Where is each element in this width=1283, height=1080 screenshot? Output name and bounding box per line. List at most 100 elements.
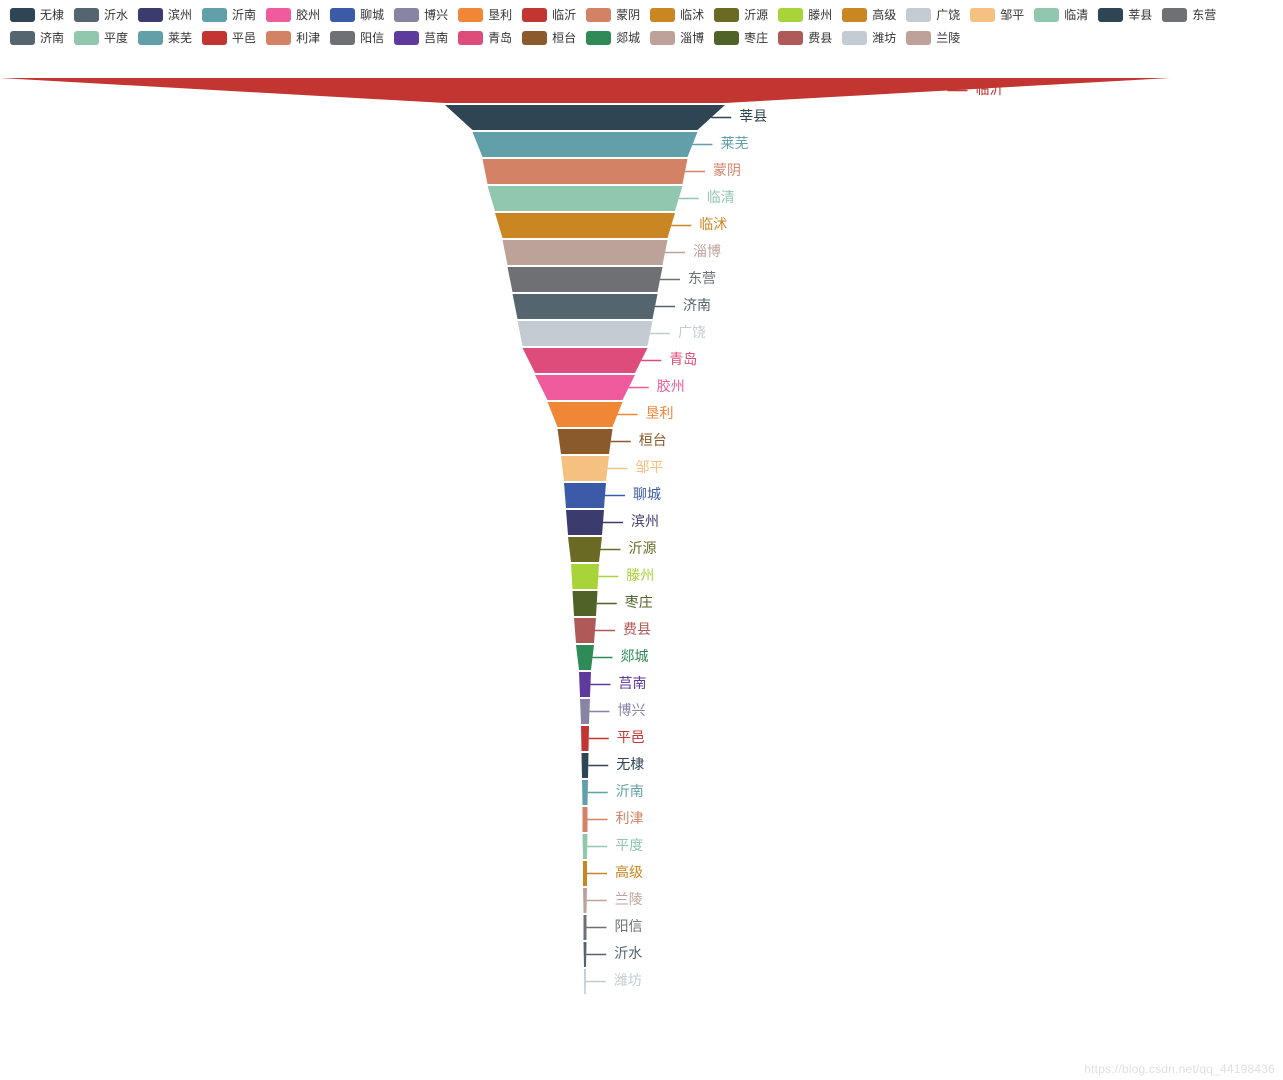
legend-item[interactable]: 潍坊 bbox=[842, 29, 896, 46]
legend-item[interactable]: 临清 bbox=[1034, 6, 1088, 23]
legend-swatch bbox=[650, 31, 675, 45]
legend-label: 广饶 bbox=[936, 6, 960, 23]
legend-item[interactable]: 莘县 bbox=[1098, 6, 1152, 23]
legend-swatch bbox=[714, 31, 739, 45]
legend-item[interactable]: 平度 bbox=[74, 29, 128, 46]
funnel-segment[interactable] bbox=[518, 321, 653, 346]
legend-item[interactable]: 垦利 bbox=[458, 6, 512, 23]
legend: 无棣沂水 滨州沂南 胶州 聊城 博兴垦利临沂 蒙阴临沭沂源 滕州高级 广饶邹平临清莘县东营济南… bbox=[10, 6, 1273, 52]
legend-item[interactable]: 济南 bbox=[10, 29, 64, 46]
funnel-segment[interactable] bbox=[535, 375, 635, 400]
legend-item[interactable]: 郯城 bbox=[586, 29, 640, 46]
legend-item[interactable]: 无棣 bbox=[10, 6, 64, 23]
legend-swatch bbox=[394, 8, 419, 22]
legend-swatch bbox=[394, 31, 419, 45]
segment-label: 桓台 bbox=[639, 432, 667, 448]
legend-item[interactable]: 利津 bbox=[266, 29, 320, 46]
funnel-segment[interactable] bbox=[583, 807, 588, 832]
segment-label: 阳信 bbox=[615, 918, 643, 934]
funnel-segment[interactable] bbox=[584, 969, 586, 994]
funnel-segment[interactable] bbox=[584, 942, 587, 967]
legend-label: 滨州 bbox=[168, 6, 192, 23]
segment-label: 平度 bbox=[615, 837, 643, 853]
segment-label: 滨州 bbox=[631, 513, 659, 529]
legend-item[interactable]: 滕州 bbox=[778, 6, 832, 23]
legend-item[interactable]: 沂南 bbox=[202, 6, 256, 23]
funnel-segment[interactable] bbox=[581, 726, 589, 751]
legend-item[interactable]: 平邑 bbox=[202, 29, 256, 46]
legend-item[interactable]: 莱芜 bbox=[138, 29, 192, 46]
funnel-segment[interactable] bbox=[583, 834, 588, 859]
legend-item[interactable]: 聊城 bbox=[330, 6, 384, 23]
funnel-segment[interactable] bbox=[513, 294, 658, 319]
legend-label: 滕州 bbox=[808, 6, 832, 23]
funnel-segment[interactable] bbox=[568, 537, 602, 562]
legend-swatch bbox=[202, 31, 227, 45]
legend-item[interactable]: 蒙阴 bbox=[586, 6, 640, 23]
funnel-segment[interactable] bbox=[571, 564, 599, 589]
funnel-segment[interactable] bbox=[445, 105, 725, 130]
funnel-segment[interactable] bbox=[488, 186, 683, 211]
legend-item[interactable]: 兰陵 bbox=[906, 29, 960, 46]
funnel-segment[interactable] bbox=[483, 159, 688, 184]
funnel-segment[interactable] bbox=[573, 591, 598, 616]
legend-item[interactable]: 博兴 bbox=[394, 6, 448, 23]
funnel-segment[interactable] bbox=[582, 753, 589, 778]
legend-swatch bbox=[906, 31, 931, 45]
legend-label: 潍坊 bbox=[872, 29, 896, 46]
legend-label: 博兴 bbox=[424, 6, 448, 23]
legend-swatch bbox=[522, 31, 547, 45]
legend-item[interactable]: 青岛 bbox=[458, 29, 512, 46]
funnel-segment[interactable] bbox=[558, 429, 613, 454]
legend-label: 聊城 bbox=[360, 6, 384, 23]
legend-swatch bbox=[1162, 8, 1187, 22]
funnel-segment[interactable] bbox=[579, 672, 591, 697]
legend-swatch bbox=[74, 8, 99, 22]
legend-item[interactable]: 沂水 bbox=[74, 6, 128, 23]
legend-swatch bbox=[10, 31, 35, 45]
legend-item[interactable]: 东营 bbox=[1162, 6, 1216, 23]
legend-item[interactable]: 沂源 bbox=[714, 6, 768, 23]
legend-label: 无棣 bbox=[40, 6, 64, 23]
funnel-segment[interactable] bbox=[566, 510, 604, 535]
legend-label: 枣庄 bbox=[744, 29, 768, 46]
funnel-segment[interactable] bbox=[473, 132, 698, 157]
funnel-segment[interactable] bbox=[495, 213, 675, 238]
legend-item[interactable]: 莒南 bbox=[394, 29, 448, 46]
funnel-segment[interactable] bbox=[582, 780, 588, 805]
legend-item[interactable]: 阳信 bbox=[330, 29, 384, 46]
legend-swatch bbox=[202, 8, 227, 22]
funnel-segment[interactable] bbox=[548, 402, 623, 427]
legend-item[interactable]: 临沭 bbox=[650, 6, 704, 23]
funnel-segment[interactable] bbox=[561, 456, 609, 481]
legend-swatch bbox=[586, 31, 611, 45]
legend-item[interactable]: 枣庄 bbox=[714, 29, 768, 46]
legend-item[interactable]: 淄博 bbox=[650, 29, 704, 46]
segment-label: 莘县 bbox=[739, 108, 767, 124]
legend-item[interactable]: 滨州 bbox=[138, 6, 192, 23]
funnel-segment[interactable] bbox=[503, 240, 668, 265]
segment-label: 聊城 bbox=[633, 486, 661, 502]
legend-label: 胶州 bbox=[296, 6, 320, 23]
legend-swatch bbox=[10, 8, 35, 22]
funnel-segment[interactable] bbox=[576, 645, 594, 670]
funnel-segment[interactable] bbox=[523, 348, 648, 373]
legend-item[interactable]: 胶州 bbox=[266, 6, 320, 23]
legend-item[interactable]: 高级 bbox=[842, 6, 896, 23]
legend-swatch bbox=[458, 8, 483, 22]
legend-item[interactable]: 桓台 bbox=[522, 29, 576, 46]
legend-item[interactable]: 费县 bbox=[778, 29, 832, 46]
funnel-segment[interactable] bbox=[508, 267, 663, 292]
funnel-segment[interactable] bbox=[574, 618, 596, 643]
funnel-segment[interactable] bbox=[580, 699, 590, 724]
legend-item[interactable]: 临沂 bbox=[522, 6, 576, 23]
legend-item[interactable]: 邹平 bbox=[970, 6, 1024, 23]
legend-item[interactable]: 广饶 bbox=[906, 6, 960, 23]
funnel-segment[interactable] bbox=[584, 915, 587, 940]
funnel-segment[interactable] bbox=[583, 888, 587, 913]
funnel-segment[interactable] bbox=[583, 861, 587, 886]
segment-label: 潍坊 bbox=[614, 972, 642, 988]
legend-label: 蒙阴 bbox=[616, 6, 640, 23]
funnel-segment[interactable] bbox=[564, 483, 606, 508]
segment-label: 沂水 bbox=[614, 945, 642, 961]
